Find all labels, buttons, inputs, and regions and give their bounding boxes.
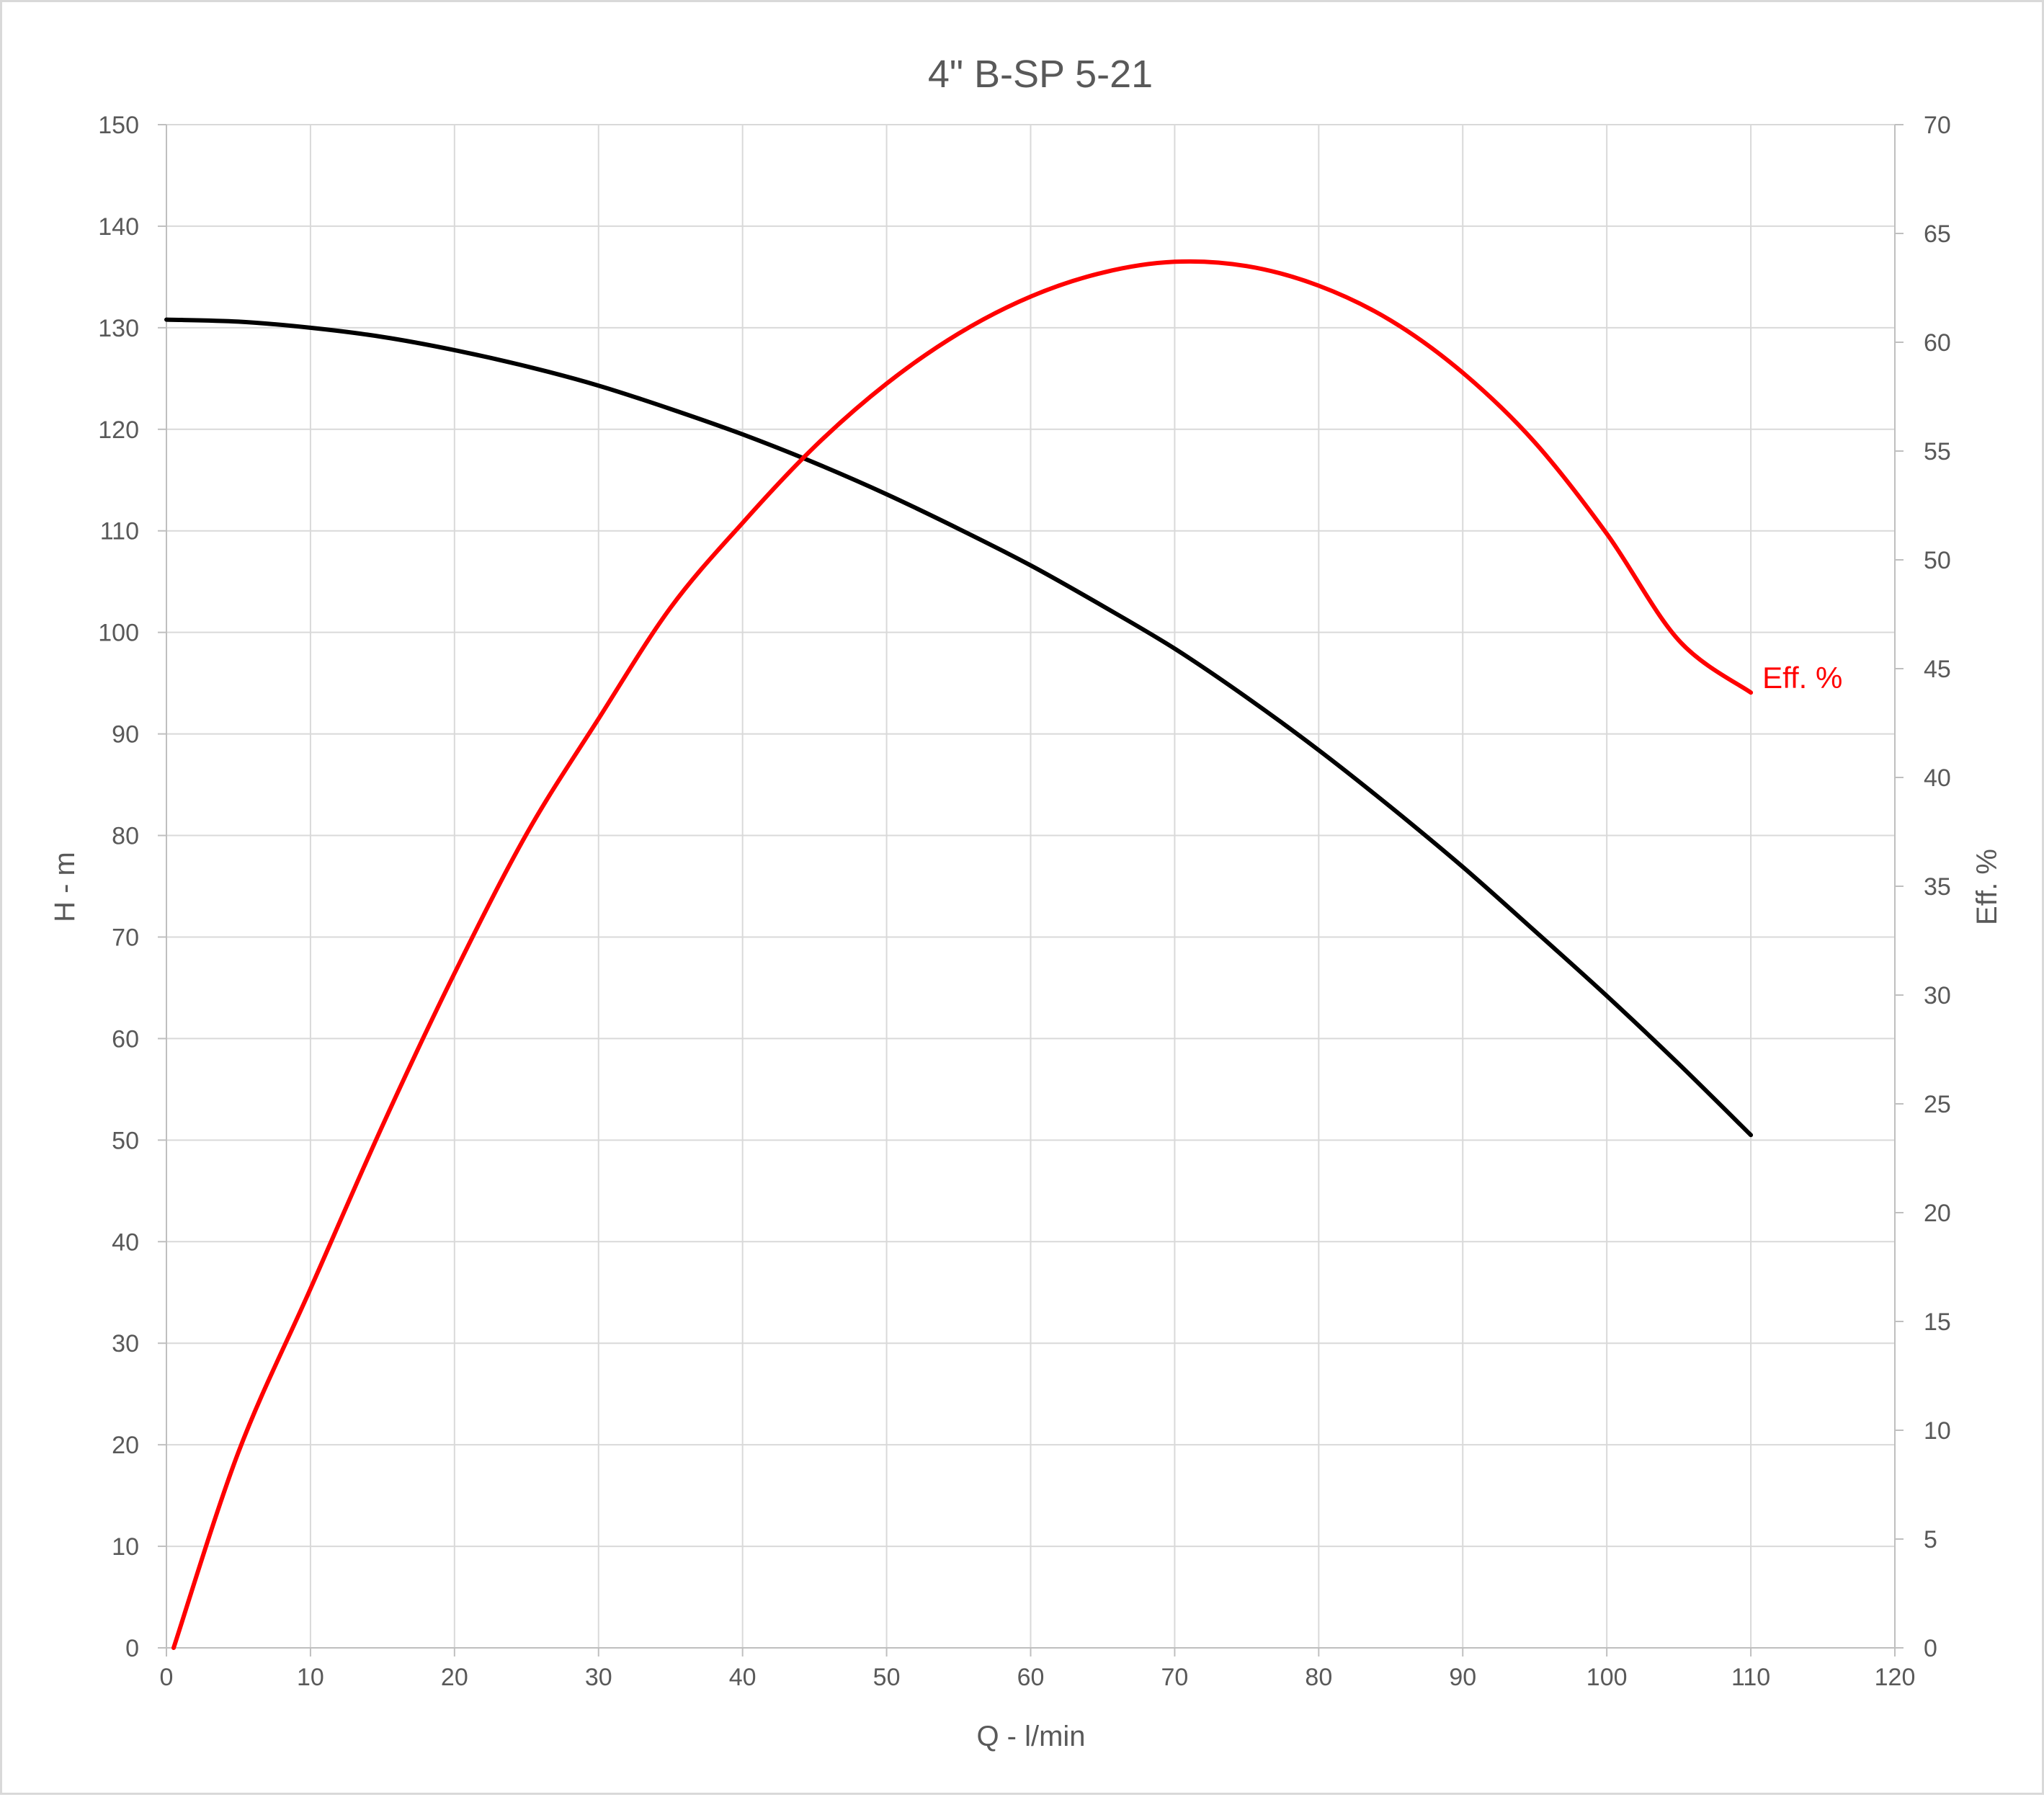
grid-layer: [166, 124, 1895, 1648]
y-tick-label: 150: [98, 112, 139, 139]
y2-tick-label: 50: [1924, 547, 1951, 574]
y-tick-label: 50: [112, 1127, 139, 1154]
y2-axis-title: Eff. %: [1971, 849, 2003, 925]
y2-tick-label: 55: [1924, 438, 1951, 465]
chart-title: 4" B-SP 5-21: [928, 53, 1153, 96]
x-tick-label: 80: [1305, 1664, 1332, 1691]
y-tick-label: 140: [98, 213, 139, 241]
y-tick-label: 20: [112, 1432, 139, 1459]
x-tick-label: 10: [297, 1664, 324, 1691]
y-tick-label: 60: [112, 1025, 139, 1053]
y2-tick-label: 10: [1924, 1417, 1951, 1445]
y2-tick-label: 0: [1924, 1635, 1937, 1662]
y2-tick-label: 15: [1924, 1308, 1951, 1336]
x-tick-label: 20: [441, 1664, 468, 1691]
x-tick-label: 0: [160, 1664, 174, 1691]
x-tick-label: 30: [585, 1664, 612, 1691]
x-axis-title: Q - l/min: [976, 1721, 1085, 1752]
x-tick-label: 40: [729, 1664, 757, 1691]
head-curve: [164, 317, 1754, 1138]
y2-tick-label: 40: [1924, 764, 1951, 792]
x-tick-label: 90: [1449, 1664, 1476, 1691]
y-tick-label: 110: [100, 518, 139, 545]
efficiency-series-label: Eff. %: [1762, 661, 1842, 695]
y-tick-label: 70: [112, 924, 139, 951]
y2-tick-label: 60: [1924, 329, 1951, 357]
y2-tick-label: 20: [1924, 1200, 1951, 1227]
x-tick-label: 110: [1731, 1664, 1770, 1691]
label-layer: 0 10 20 30 40 50 60 70 80 90 100 110 120010203040506…: [98, 112, 1951, 1691]
y2-tick-label: 35: [1924, 873, 1951, 901]
efficiency-curve: [171, 259, 1754, 1650]
x-tick-label: 60: [1017, 1664, 1045, 1691]
y-tick-label: 40: [112, 1229, 139, 1256]
y2-tick-label: 65: [1924, 220, 1951, 248]
x-tick-label: 70: [1161, 1664, 1189, 1691]
y-tick-label: 80: [112, 823, 139, 850]
y2-tick-label: 5: [1924, 1526, 1937, 1553]
series-layer: [164, 259, 1754, 1650]
y-tick-label: 130: [98, 315, 139, 342]
y-tick-label: 120: [98, 416, 139, 444]
y-tick-label: 0: [125, 1635, 139, 1662]
x-tick-label: 100: [1586, 1664, 1628, 1691]
y-tick-label: 90: [112, 721, 139, 749]
y2-tick-label: 30: [1924, 982, 1951, 1009]
x-tick-label: 120: [1875, 1664, 1916, 1691]
y-tick-label: 30: [112, 1330, 139, 1357]
x-tick-label: 50: [873, 1664, 901, 1691]
y2-tick-label: 25: [1924, 1091, 1951, 1118]
y-axis-title: H - m: [49, 852, 81, 922]
y-tick-label: 10: [112, 1533, 139, 1561]
y-tick-label: 100: [98, 620, 139, 647]
axis-layer: [158, 124, 1904, 1656]
y2-tick-label: 45: [1924, 656, 1951, 683]
y2-tick-label: 70: [1924, 112, 1951, 139]
